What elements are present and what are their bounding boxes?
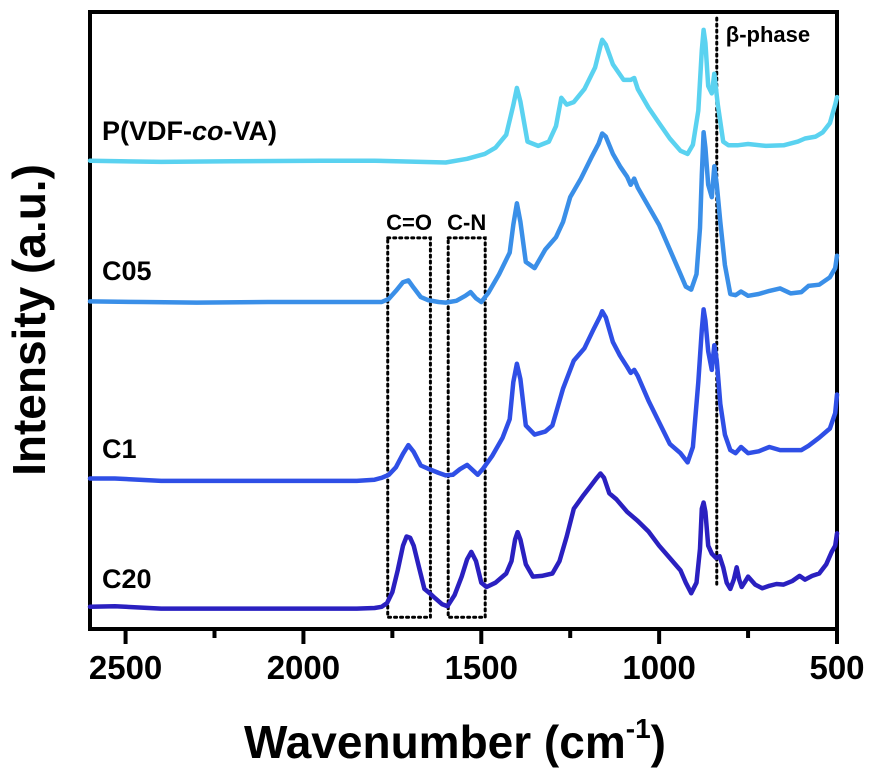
series-label-part: -VA) <box>224 116 278 146</box>
annotation-label-co: C=O <box>386 210 432 235</box>
series-line-c05 <box>87 130 840 305</box>
series-label-pvdfcova: P(VDF-co-VA) <box>102 116 277 146</box>
y-axis-title: Intensity (a.u.) <box>3 164 55 476</box>
series-lines <box>87 27 840 611</box>
plot-frame <box>88 10 839 631</box>
series-line-c20 <box>87 471 840 611</box>
x-tick-label: 500 <box>809 649 864 686</box>
annotation-box-cn <box>446 236 487 619</box>
x-tick-label: 2500 <box>89 649 162 686</box>
x-tick-label: 1000 <box>622 649 695 686</box>
annotation-label-cn: C-N <box>447 210 486 235</box>
annotation-box-co <box>386 236 432 619</box>
x-tick-label: 1500 <box>445 649 518 686</box>
series-line-pvdfcova <box>87 27 840 165</box>
beta-phase-label: β-phase <box>726 22 810 47</box>
series-label-c1: C1 <box>102 434 137 464</box>
x-axis-title-suffix: ) <box>651 716 666 768</box>
x-tick-label: 2000 <box>267 649 340 686</box>
x-axis-title: Wavenumber (cm-1) <box>244 713 666 768</box>
x-axis-ticks <box>123 629 839 644</box>
x-axis-title-main: Wavenumber (cm <box>244 716 626 768</box>
x-axis-title-superscript: -1 <box>626 713 651 744</box>
series-label-c20: C20 <box>102 564 152 594</box>
series-label-c05: C05 <box>102 256 152 286</box>
series-line-c1 <box>87 307 840 484</box>
plot-border <box>88 10 839 631</box>
x-axis-tick-labels: 2500 2000 1500 1000 500 <box>89 649 865 686</box>
series-labels: P(VDF-co-VA) C05 C1 C20 <box>102 116 277 594</box>
series-label-part: P(VDF- <box>102 116 192 146</box>
series-label-part: co <box>192 116 224 146</box>
